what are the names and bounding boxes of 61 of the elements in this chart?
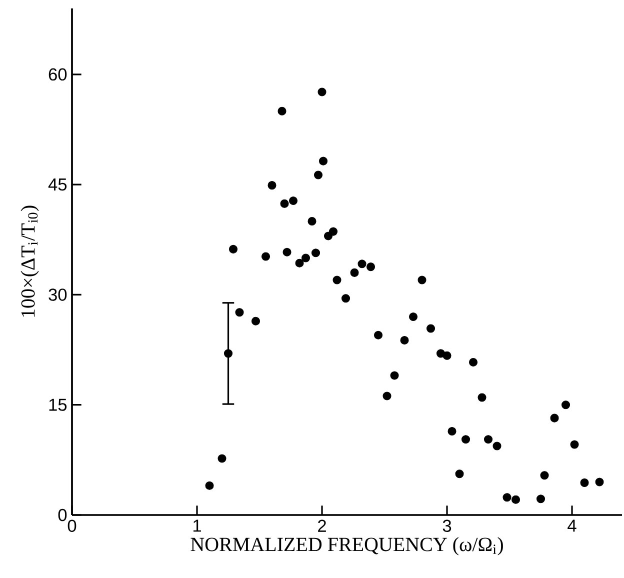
point — [268, 181, 276, 190]
point — [328, 227, 338, 236]
y-tick-label: 0 — [58, 508, 67, 522]
point — [390, 371, 399, 380]
point — [400, 336, 409, 345]
point — [318, 88, 326, 96]
point — [442, 351, 452, 360]
x-axis-title: NORMALIZED FREQUENCY (ω/Ω$_{i}$) — [190, 537, 503, 556]
point — [205, 481, 214, 490]
point — [511, 495, 520, 504]
point — [570, 440, 579, 449]
x-tick-label: 3 — [442, 520, 452, 532]
point — [251, 316, 260, 326]
point — [484, 435, 493, 444]
point — [228, 244, 238, 254]
x-tick-label: 1 — [194, 520, 201, 532]
point — [282, 248, 292, 256]
point — [288, 196, 298, 205]
point — [580, 478, 589, 487]
point — [478, 393, 486, 402]
point — [374, 330, 383, 340]
point — [382, 392, 392, 400]
point — [540, 471, 549, 480]
point — [311, 248, 320, 258]
point — [358, 260, 366, 268]
point — [295, 258, 304, 268]
x-tick-label: 4 — [568, 520, 576, 532]
point — [461, 435, 470, 444]
point — [314, 170, 323, 180]
point — [218, 454, 226, 463]
point — [448, 427, 456, 436]
point — [235, 308, 244, 317]
point — [301, 254, 310, 262]
point — [492, 442, 502, 450]
point — [261, 252, 270, 261]
point — [595, 478, 604, 486]
point — [426, 324, 436, 333]
point — [350, 268, 359, 277]
point — [536, 494, 546, 504]
point — [418, 276, 426, 284]
y-tick-label: 45 — [48, 178, 67, 191]
y-tick-label: 15 — [49, 398, 67, 411]
y-axis-title: 100×(ΔT$_{i}$/T$_{i0}$) — [20, 206, 39, 317]
point — [341, 294, 350, 303]
y-tick-label: 60 — [48, 68, 67, 81]
point — [280, 199, 289, 208]
point — [561, 400, 570, 410]
x-tick-label: 0 — [68, 520, 76, 532]
point — [278, 106, 286, 116]
point — [224, 349, 233, 358]
x-tick-label: 2 — [318, 520, 326, 532]
point — [366, 262, 376, 272]
point — [408, 312, 418, 322]
point — [468, 358, 478, 367]
point — [550, 414, 559, 422]
point — [455, 470, 464, 478]
y-tick-label: 30 — [48, 288, 67, 301]
point — [332, 276, 342, 284]
point — [502, 493, 512, 502]
point — [308, 217, 316, 226]
point — [318, 156, 328, 166]
